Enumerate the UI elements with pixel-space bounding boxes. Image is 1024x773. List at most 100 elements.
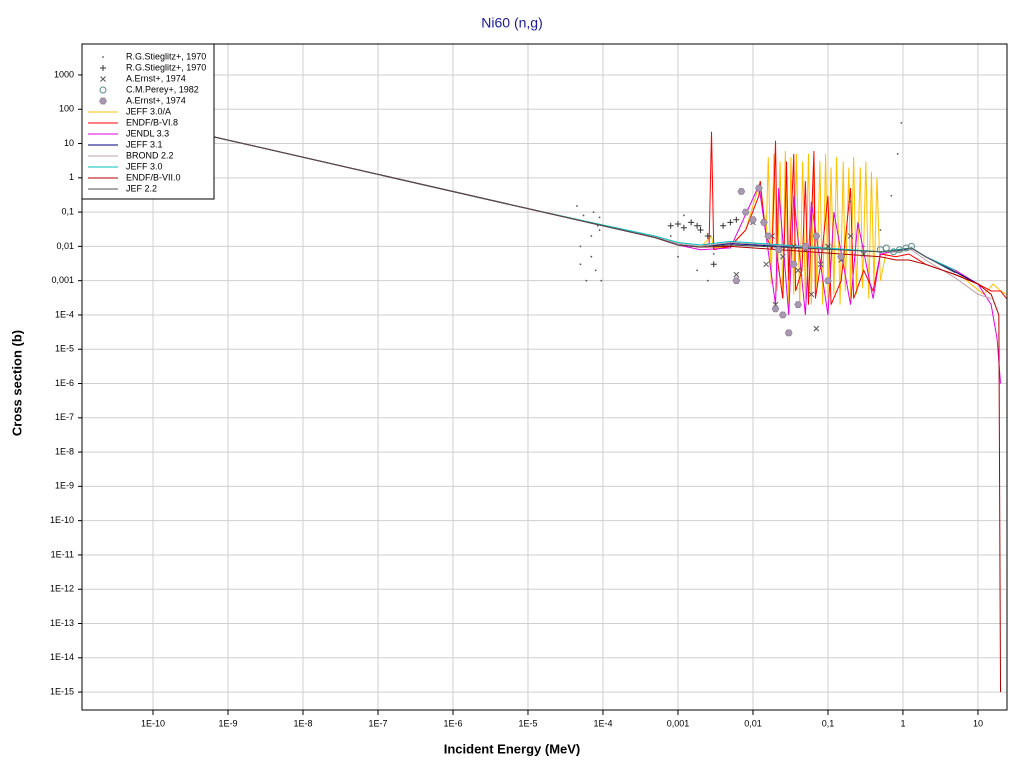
legend-label: BROND 2.2 bbox=[126, 150, 174, 160]
data-point bbox=[849, 200, 852, 203]
legend-label: R.G.Stieglitz+, 1970 bbox=[126, 62, 206, 72]
data-point bbox=[890, 248, 898, 256]
data-point bbox=[812, 232, 821, 240]
data-point bbox=[741, 208, 750, 216]
legend-label: JEFF 3.0/A bbox=[126, 106, 171, 116]
x-tick-label: 1E-10 bbox=[141, 718, 165, 728]
legend-label: JEFF 3.1 bbox=[126, 139, 163, 149]
legend-label: A.Ernst+, 1974 bbox=[126, 73, 186, 83]
x-tick-label: 1E-5 bbox=[518, 718, 537, 728]
y-axis-label: Cross section (b) bbox=[9, 330, 24, 436]
data-point bbox=[579, 263, 582, 266]
data-point bbox=[704, 233, 711, 240]
x-tick-label: 0,001 bbox=[667, 718, 690, 728]
y-tick-label: 1E-14 bbox=[50, 652, 74, 662]
data-point bbox=[784, 329, 793, 337]
x-tick-label: 0,1 bbox=[822, 718, 835, 728]
data-point bbox=[680, 224, 687, 231]
legend-marker bbox=[102, 56, 104, 58]
y-tick-label: 100 bbox=[59, 104, 74, 114]
legend-marker bbox=[100, 65, 106, 71]
data-point bbox=[710, 261, 717, 268]
data-point bbox=[733, 216, 740, 223]
data-point bbox=[590, 255, 593, 258]
data-point bbox=[801, 243, 810, 250]
data-point bbox=[774, 246, 783, 254]
data-point bbox=[732, 277, 741, 285]
data-point bbox=[576, 205, 578, 207]
data-point bbox=[795, 267, 801, 274]
data-line bbox=[82, 106, 1007, 305]
data-point bbox=[588, 221, 590, 224]
legend-label: C.M.Perey+, 1982 bbox=[126, 84, 199, 94]
plot-frame bbox=[81, 43, 1008, 711]
y-tick-label: 1E-9 bbox=[55, 481, 74, 491]
y-tick-label: 10 bbox=[64, 138, 74, 148]
data-point bbox=[900, 121, 903, 124]
legend-label: JENDL 3.3 bbox=[126, 128, 169, 138]
y-tick-label: 1000 bbox=[54, 69, 74, 79]
y-tick-label: 0,001 bbox=[51, 275, 74, 285]
y-tick-label: 1E-12 bbox=[50, 584, 74, 594]
data-point bbox=[771, 305, 780, 313]
data-point bbox=[760, 219, 768, 226]
y-tick-label: 1E-7 bbox=[55, 412, 74, 422]
data-point bbox=[847, 233, 854, 239]
data-layer bbox=[82, 106, 1007, 693]
data-point bbox=[582, 214, 585, 217]
data-point bbox=[860, 251, 867, 257]
data-point bbox=[677, 255, 679, 258]
x-tick-label: 0,01 bbox=[744, 718, 762, 728]
data-point bbox=[890, 194, 893, 197]
y-tick-label: 0,1 bbox=[61, 206, 74, 216]
data-point bbox=[824, 277, 832, 285]
data-point bbox=[737, 188, 746, 195]
y-tick-label: 1E-15 bbox=[50, 686, 74, 696]
y-tick-label: 1E-10 bbox=[50, 515, 74, 525]
y-tick-label: 1E-6 bbox=[55, 378, 74, 388]
data-point bbox=[598, 216, 601, 219]
data-point bbox=[896, 152, 899, 155]
x-tick-label: 10 bbox=[973, 718, 983, 728]
x-tick-label: 1E-9 bbox=[218, 718, 237, 728]
y-tick-label: 1E-5 bbox=[55, 344, 74, 354]
legend-label: JEF 2.2 bbox=[126, 183, 157, 193]
legend-label: A.Ernst+, 1974 bbox=[126, 95, 186, 105]
data-point bbox=[808, 291, 815, 298]
data-point bbox=[755, 184, 763, 192]
legend-box bbox=[81, 43, 215, 200]
legend-label: JEFF 3.0 bbox=[126, 161, 163, 171]
chart-title: Ni60 (n,g) bbox=[481, 15, 542, 31]
data-point bbox=[763, 261, 770, 268]
data-point bbox=[596, 224, 599, 227]
data-point bbox=[764, 232, 773, 240]
y-tick-label: 1E-4 bbox=[55, 309, 74, 319]
y-tick-label: 0,01 bbox=[56, 241, 74, 251]
y-tick-label: 1 bbox=[69, 172, 74, 182]
y-tick-label: 1E-8 bbox=[55, 446, 74, 456]
x-tick-label: 1E-7 bbox=[368, 718, 387, 728]
data-point bbox=[712, 253, 715, 255]
data-point bbox=[720, 222, 727, 229]
ticks: 1E-10 1E-9 1E-8 1E-7 1E-6 1E-5 1E-4 0,001 0,01 0,… bbox=[50, 69, 983, 728]
data-point bbox=[882, 244, 890, 252]
data-point bbox=[598, 229, 601, 231]
data-point bbox=[674, 220, 681, 227]
x-tick-label: 1E-4 bbox=[593, 718, 612, 728]
data-point bbox=[817, 261, 824, 268]
legend-label: ENDF/B-VII.0 bbox=[126, 172, 181, 182]
x-axis-label: Incident Energy (MeV) bbox=[444, 741, 581, 756]
data-point bbox=[789, 260, 798, 268]
legend-marker bbox=[99, 86, 107, 94]
data-point bbox=[585, 279, 588, 282]
data-point bbox=[790, 243, 797, 250]
data-point bbox=[669, 235, 672, 237]
data-point bbox=[837, 253, 846, 261]
data-point bbox=[600, 279, 603, 282]
data-point bbox=[813, 325, 820, 332]
data-point bbox=[579, 245, 582, 248]
data-point bbox=[749, 216, 757, 224]
x-tick-label: 1 bbox=[900, 718, 905, 728]
